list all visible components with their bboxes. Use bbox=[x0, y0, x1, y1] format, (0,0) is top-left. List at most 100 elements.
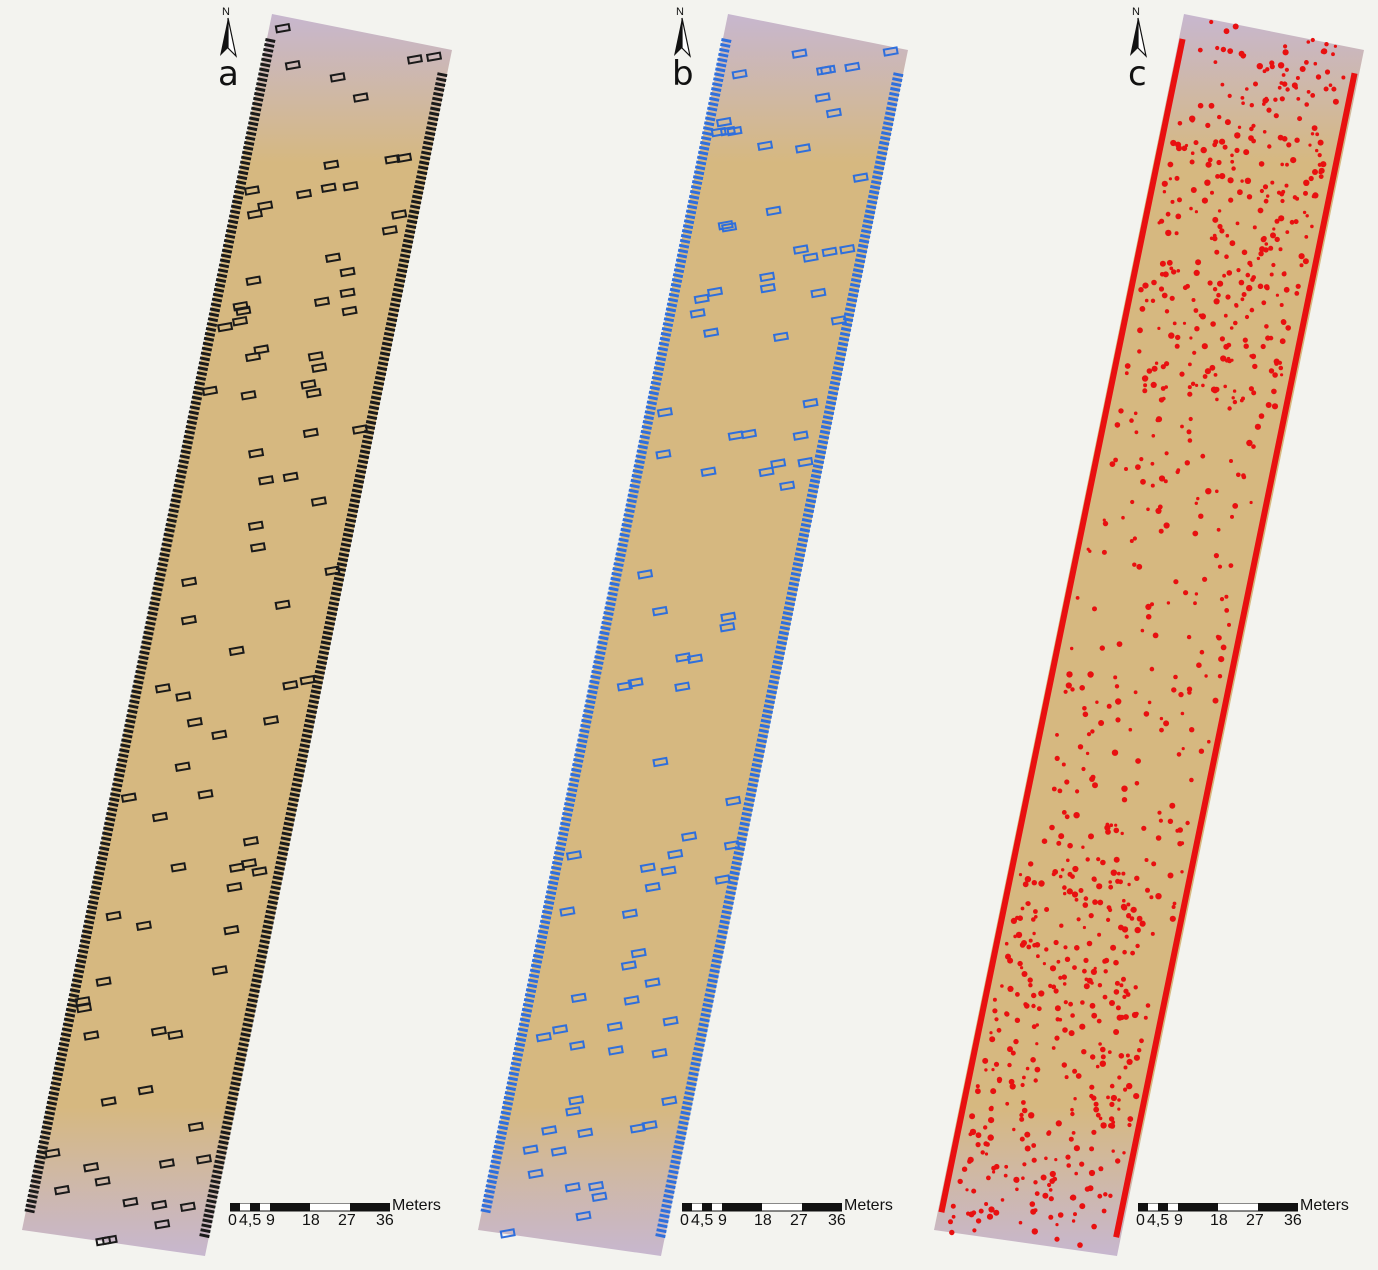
plant-marker bbox=[975, 1218, 982, 1224]
plant-marker bbox=[1083, 896, 1089, 901]
plant-marker bbox=[1118, 1053, 1125, 1059]
plant-markers bbox=[44, 22, 443, 1247]
plant-marker bbox=[1217, 674, 1223, 679]
plant-marker bbox=[723, 840, 740, 851]
plant-marker bbox=[1015, 1187, 1019, 1192]
plant-marker bbox=[1162, 271, 1169, 278]
plant-marker bbox=[1151, 279, 1157, 286]
plant-marker bbox=[1075, 1073, 1082, 1079]
plant-marker bbox=[1318, 174, 1324, 180]
north-arrow-a: N bbox=[216, 6, 240, 58]
plant-marker bbox=[1098, 1042, 1102, 1046]
plant-marker bbox=[1081, 766, 1086, 772]
plant-marker bbox=[1187, 385, 1192, 390]
plant-marker bbox=[1093, 966, 1097, 970]
plant-marker bbox=[1282, 81, 1288, 87]
plant-marker bbox=[714, 874, 731, 885]
plant-marker bbox=[1120, 831, 1124, 836]
plant-marker bbox=[1264, 324, 1269, 329]
plant-marker bbox=[1051, 1046, 1056, 1050]
plant-marker bbox=[652, 756, 669, 768]
north-label: N bbox=[676, 6, 684, 18]
plant-marker bbox=[1065, 1154, 1071, 1160]
plant-marker bbox=[1232, 503, 1239, 509]
plant-marker bbox=[1088, 1169, 1096, 1177]
plant-marker bbox=[1245, 272, 1251, 278]
plant-marker bbox=[1249, 500, 1253, 505]
plant-marker bbox=[1000, 984, 1004, 988]
plant-marker bbox=[1204, 368, 1211, 375]
plant-marker bbox=[1219, 597, 1225, 602]
plant-marker bbox=[1320, 161, 1327, 168]
plant-marker bbox=[1132, 562, 1137, 567]
plant-marker bbox=[1241, 292, 1247, 297]
plant-marker bbox=[1239, 280, 1244, 285]
plant-marker bbox=[1108, 884, 1114, 890]
plant-marker bbox=[984, 1152, 989, 1156]
plant-marker bbox=[1219, 173, 1226, 180]
plant-marker bbox=[535, 1031, 552, 1043]
plant-marker bbox=[1121, 871, 1126, 876]
plant-marker bbox=[1130, 950, 1135, 956]
plant-marker bbox=[1048, 1196, 1054, 1202]
plant-marker bbox=[1091, 1129, 1097, 1135]
plant-marker bbox=[1151, 365, 1158, 372]
plant-marker bbox=[1013, 1038, 1019, 1045]
plant-marker bbox=[569, 1040, 586, 1051]
plant-marker bbox=[158, 1158, 175, 1169]
plant-marker bbox=[1188, 362, 1192, 367]
plant-marker bbox=[1246, 194, 1253, 200]
plant-marker bbox=[1040, 1174, 1047, 1181]
plant-marker bbox=[1019, 1136, 1025, 1142]
plant-marker bbox=[1210, 386, 1218, 393]
plant-marker bbox=[83, 1161, 100, 1173]
plant-marker bbox=[1143, 383, 1148, 388]
plant-marker bbox=[1010, 917, 1017, 925]
plant-marker bbox=[174, 761, 191, 772]
plant-marker bbox=[1144, 858, 1149, 862]
plant-marker bbox=[1209, 19, 1214, 25]
plant-marker bbox=[150, 1025, 167, 1037]
plant-marker bbox=[1152, 632, 1159, 639]
plant-marker bbox=[1150, 461, 1155, 466]
plant-marker bbox=[1070, 1111, 1075, 1117]
plant-marker bbox=[522, 1144, 539, 1155]
plant-marker bbox=[1179, 371, 1185, 377]
plant-marker bbox=[1108, 907, 1113, 913]
plant-marker bbox=[1219, 336, 1225, 342]
plant-marker bbox=[779, 480, 796, 492]
plant-marker bbox=[1241, 101, 1245, 105]
plant-marker bbox=[616, 681, 633, 692]
plant-marker bbox=[662, 1015, 679, 1027]
plant-marker bbox=[1273, 113, 1279, 119]
plant-marker bbox=[240, 390, 257, 401]
plant-marker bbox=[1177, 827, 1183, 833]
plant-marker bbox=[810, 287, 827, 299]
plant-marker bbox=[75, 1002, 93, 1014]
edge-plant-rows bbox=[24, 38, 448, 1239]
plant-marker bbox=[1302, 258, 1309, 265]
plant-marker bbox=[1100, 1122, 1107, 1129]
plant-marker bbox=[949, 1229, 955, 1236]
plant-marker bbox=[1279, 191, 1285, 197]
plant-marker bbox=[1297, 116, 1303, 122]
plant-marker bbox=[251, 866, 268, 877]
plant-marker bbox=[1164, 361, 1170, 367]
plant-marker bbox=[1048, 1214, 1054, 1220]
plant-marker bbox=[105, 910, 122, 922]
plant-marker bbox=[1031, 1003, 1036, 1009]
plant-marker bbox=[1061, 810, 1067, 815]
plant-marker bbox=[1176, 269, 1181, 273]
plant-marker bbox=[757, 140, 774, 151]
plant-marker bbox=[83, 1030, 100, 1041]
plant-marker bbox=[727, 430, 744, 441]
plant-marker bbox=[1033, 1180, 1038, 1185]
plant-marker bbox=[1054, 1236, 1060, 1242]
plant-marker bbox=[1205, 488, 1212, 495]
plant-marker bbox=[1115, 698, 1122, 705]
plant-marker bbox=[1089, 776, 1095, 782]
plant-marker bbox=[1031, 1157, 1037, 1163]
plant-marker bbox=[814, 92, 831, 103]
plant-marker bbox=[984, 1068, 988, 1072]
plant-marker bbox=[1225, 294, 1231, 300]
